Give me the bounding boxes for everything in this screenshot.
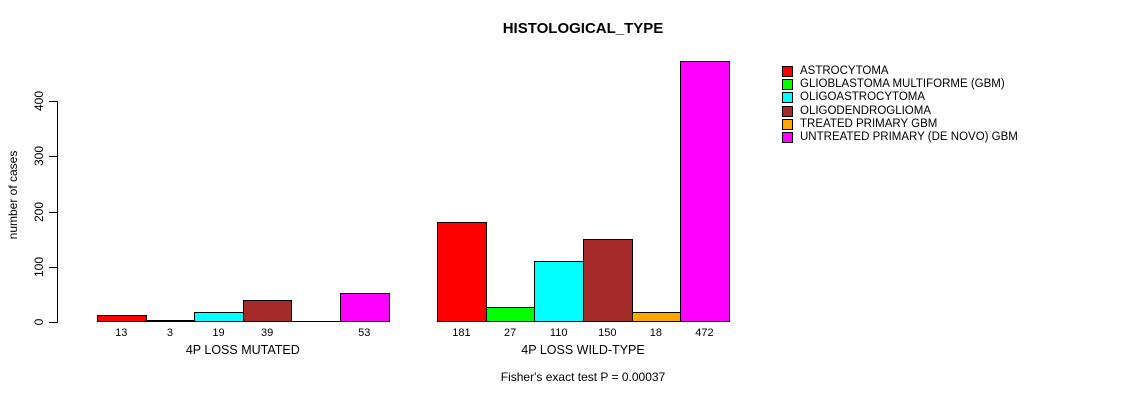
bar-value-label: 27 <box>503 327 517 339</box>
bar-value-label: 181 <box>452 327 471 339</box>
y-axis-label: number of cases <box>6 150 20 240</box>
y-axis-tick <box>49 156 57 158</box>
y-axis-tick-label: 300 <box>32 146 46 167</box>
bar-2-4 <box>583 239 633 322</box>
bar-1-4 <box>242 300 293 322</box>
bar-value-label: 53 <box>358 327 371 339</box>
y-axis-tick <box>49 211 57 213</box>
y-axis-tick-label: 400 <box>32 90 46 112</box>
bar-1-5 <box>291 321 341 322</box>
legend-item: OLIGOASTROCYTOMA <box>782 91 1018 104</box>
bar-value-label: 3 <box>166 327 173 339</box>
y-axis-tick <box>49 322 57 323</box>
bar-2-5 <box>631 312 682 322</box>
legend-label: ASTROCYTOMA <box>800 65 889 78</box>
bar-value-label: 13 <box>115 327 128 339</box>
legend-swatch <box>782 105 793 117</box>
legend-swatch <box>782 132 793 144</box>
bar-2-2 <box>485 307 536 322</box>
y-axis-tick-label: 0 <box>32 318 46 326</box>
bar-value-label: 150 <box>598 327 617 339</box>
bar-1-1 <box>97 315 147 322</box>
bar-2-6 <box>680 61 730 322</box>
y-axis-line <box>57 101 58 323</box>
legend-item: OLIGODENDROGLIOMA <box>782 105 1018 118</box>
bar-value-label: 18 <box>649 327 663 339</box>
y-axis-tick-label: 200 <box>32 201 46 222</box>
bar-1-2 <box>145 320 196 322</box>
legend-label: OLIGOASTROCYTOMA <box>800 91 926 104</box>
legend-label: UNTREATED PRIMARY (DE NOVO) GBM <box>800 131 1018 144</box>
legend-swatch <box>782 66 793 78</box>
legend-item: ASTROCYTOMA <box>782 65 1018 78</box>
y-axis-tick <box>49 266 57 268</box>
fisher-test-annotation: Fisher's exact test P = 0.00037 <box>500 370 666 384</box>
bar-1-3 <box>194 312 244 322</box>
bar-value-label: 39 <box>260 327 274 339</box>
legend: ASTROCYTOMA GLIOBLASTOMA MULTIFORME (GBM)… <box>782 65 1018 144</box>
y-axis-tick <box>49 101 57 102</box>
legend-swatch <box>782 92 793 104</box>
bar-value-label: 19 <box>212 327 225 339</box>
legend-swatch <box>782 79 793 91</box>
x-axis-group-label: 4P LOSS MUTATED <box>185 343 300 357</box>
bar-value-label: 472 <box>695 327 714 339</box>
bar-value-label: 110 <box>549 327 568 339</box>
legend-label: TREATED PRIMARY GBM <box>800 117 938 130</box>
bar-2-3 <box>534 261 584 322</box>
y-axis-tick-label: 100 <box>32 256 46 277</box>
legend-swatch <box>782 118 793 130</box>
x-axis-group-label: 4P LOSS WILD-TYPE <box>521 343 645 357</box>
legend-label: OLIGODENDROGLIOMA <box>800 104 931 117</box>
bar-1-6 <box>340 293 390 322</box>
legend-item: TREATED PRIMARY GBM <box>782 118 1018 131</box>
legend-item: GLIOBLASTOMA MULTIFORME (GBM) <box>782 78 1018 91</box>
bar-2-1 <box>437 222 487 322</box>
chart-title: HISTOLOGICAL_TYPE <box>502 20 664 37</box>
legend-label: GLIOBLASTOMA MULTIFORME (GBM) <box>800 78 1005 91</box>
legend-item: UNTREATED PRIMARY (DE NOVO) GBM <box>782 131 1018 144</box>
